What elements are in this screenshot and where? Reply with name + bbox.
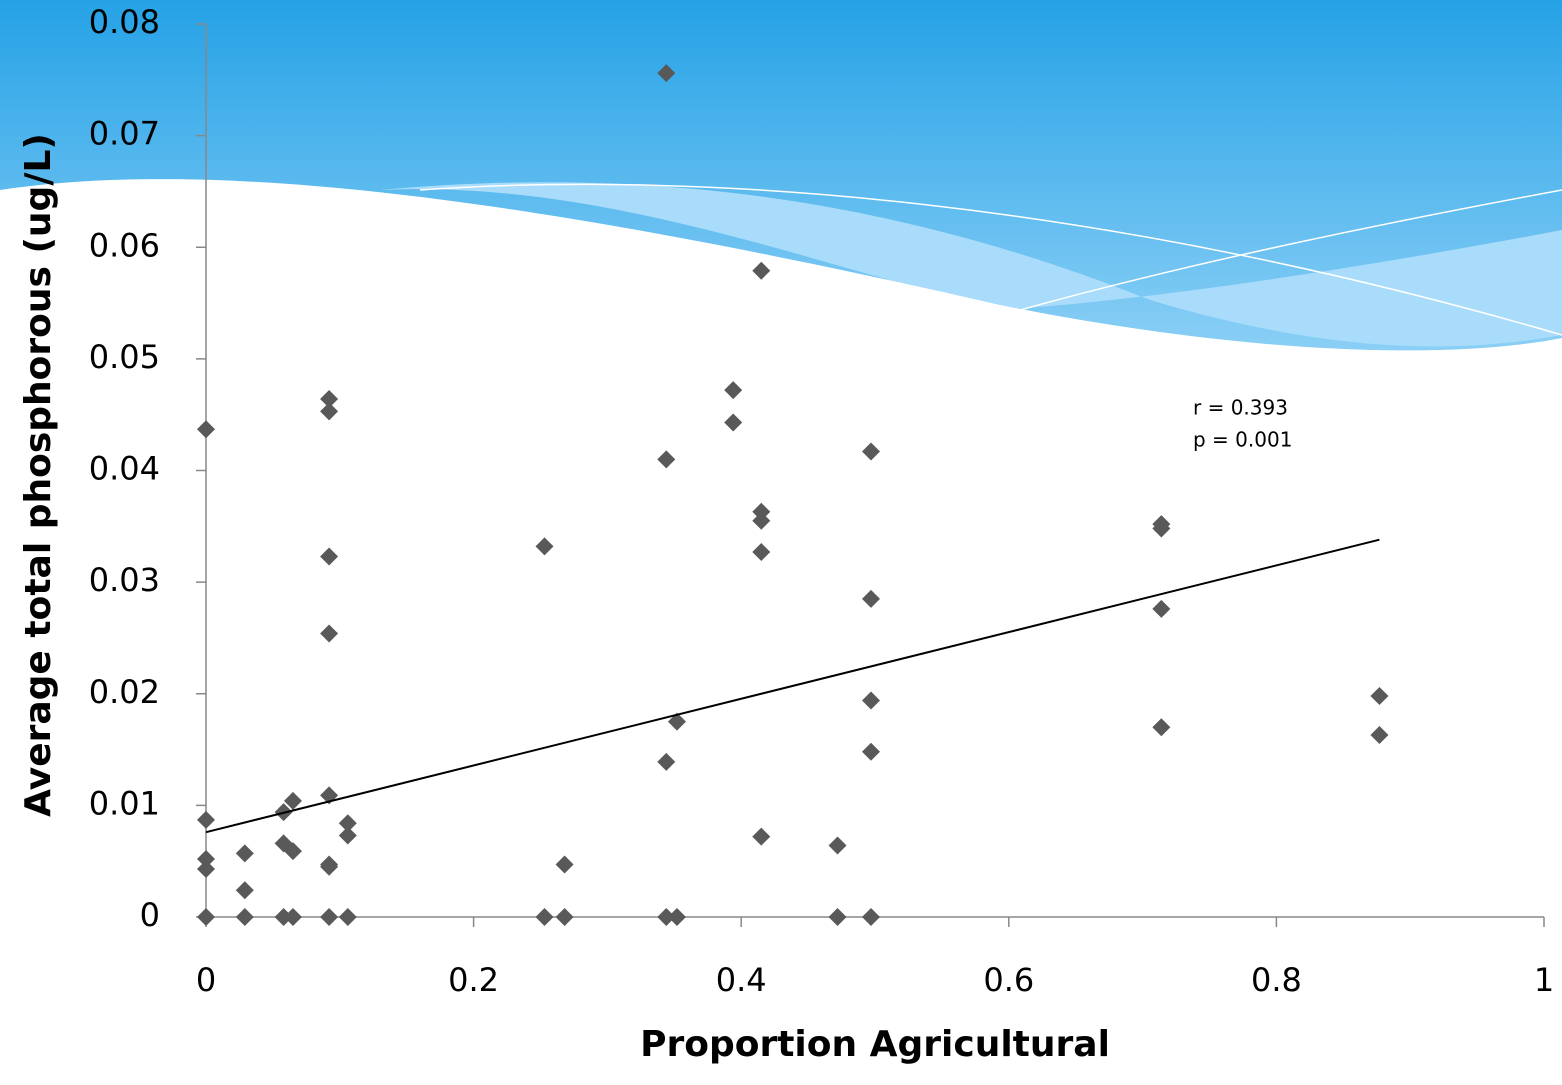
data-point (338, 814, 357, 833)
y-tick-label: 0.04 (89, 450, 160, 488)
x-axis-title: Proportion Agricultural (640, 1024, 1110, 1065)
data-point (235, 908, 254, 926)
data-point (752, 261, 771, 280)
background-line (1019, 189, 1562, 311)
data-point (555, 855, 574, 874)
data-point (320, 547, 339, 566)
data-point (283, 791, 302, 810)
data-point (535, 537, 554, 556)
data-point (861, 589, 880, 608)
background-wave (380, 182, 1562, 347)
data-point (861, 908, 880, 926)
data-point (338, 826, 357, 845)
data-point (752, 511, 771, 530)
data-point (828, 908, 847, 926)
data-point (274, 908, 293, 926)
data-point (657, 450, 676, 469)
data-point (1152, 718, 1171, 737)
y-tick-label: 0.08 (89, 3, 160, 41)
data-point (283, 842, 302, 861)
data-point (752, 542, 771, 561)
data-point (555, 908, 574, 926)
y-tick-label: 0.01 (89, 784, 160, 822)
data-point (338, 908, 357, 926)
data-point (752, 827, 771, 846)
y-axis-title: Average total phosphorous (ug/L) (18, 133, 59, 817)
y-tick-label: 0.03 (89, 561, 160, 599)
y-tick-label: 0.06 (89, 226, 160, 264)
data-point (320, 857, 339, 876)
data-point (657, 752, 676, 771)
background-white (0, 179, 1562, 1082)
data-point (828, 836, 847, 855)
data-point (197, 849, 215, 868)
data-point (667, 712, 686, 731)
data-point (724, 413, 743, 432)
y-tick-label: 0.05 (89, 338, 160, 376)
data-point (320, 624, 339, 643)
data-point (197, 420, 215, 439)
x-tick-label: 0.6 (983, 961, 1034, 999)
data-point (861, 742, 880, 761)
plot-area: 0 0.01 0.02 0.03 0.04 0.05 0.06 0.07 0.08 0 0.2 0.4… (89, 3, 1554, 999)
annotation: p = 0.001 (1193, 428, 1292, 452)
data-point (1370, 686, 1389, 705)
x-tick-label: 1 (1534, 961, 1554, 999)
x-tick-label: 0 (196, 961, 216, 999)
data-point (197, 810, 215, 829)
data-point (861, 442, 880, 461)
data-point (1370, 726, 1389, 745)
annotation: r = 0.393 (1193, 396, 1288, 420)
data-point (197, 860, 215, 879)
data-point (657, 908, 676, 926)
data-point (235, 881, 254, 900)
data-point (657, 64, 676, 83)
y-tick-label: 0 (140, 896, 160, 934)
x-tick-label: 0.2 (448, 961, 499, 999)
data-point (320, 390, 339, 409)
data-point (1152, 599, 1171, 618)
data-point (667, 908, 686, 926)
data-point (724, 381, 743, 400)
y-tick-label: 0.02 (89, 673, 160, 711)
x-tick-label: 0.4 (716, 961, 767, 999)
x-tick-label: 0.8 (1251, 961, 1302, 999)
data-point (861, 691, 880, 710)
data-point (1152, 519, 1171, 538)
trendline (205, 538, 1380, 834)
data-point (535, 908, 554, 926)
data-point (320, 402, 339, 421)
data-point (320, 908, 339, 926)
y-tick-label: 0.07 (89, 115, 160, 153)
data-point (197, 908, 215, 926)
background-line (419, 183, 1562, 336)
data-point (283, 908, 302, 926)
data-point (235, 844, 254, 863)
